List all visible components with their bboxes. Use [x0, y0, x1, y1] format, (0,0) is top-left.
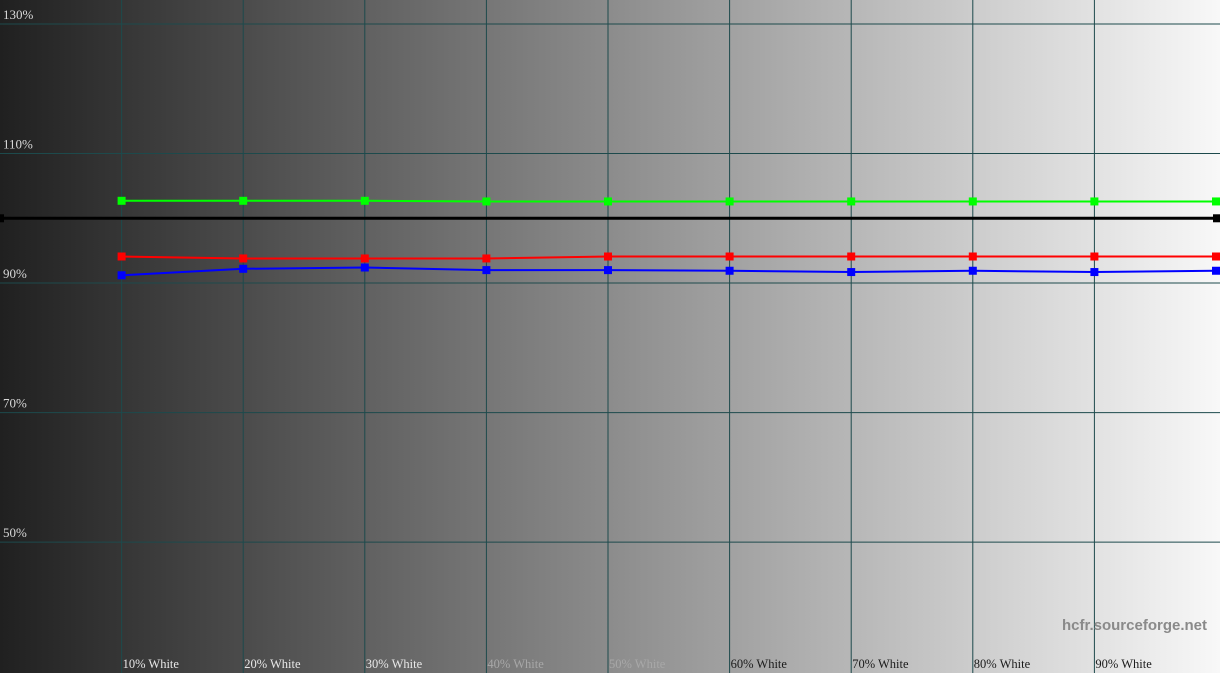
x-tick-label: 70% White: [852, 657, 909, 671]
data-point: [604, 197, 612, 206]
x-tick-label: 50% White: [609, 657, 666, 671]
data-point: [968, 266, 977, 275]
data-point: [1090, 268, 1099, 277]
data-point: [725, 266, 734, 275]
data-point: [1212, 252, 1220, 261]
series-line: [121, 266, 1217, 277]
data-point: [239, 264, 248, 273]
data-point: [847, 197, 856, 206]
y-tick-label: 110%: [3, 137, 33, 152]
data-point: [117, 271, 126, 280]
x-tick-label: 80% White: [974, 657, 1031, 671]
data-point: [847, 268, 856, 277]
y-tick-label: 90%: [3, 266, 27, 281]
x-tick-label: 20% White: [244, 657, 301, 671]
data-point: [117, 196, 126, 205]
data-point: [360, 254, 369, 263]
data-point: [847, 252, 856, 261]
series-line: [121, 255, 1216, 260]
data-point: [360, 263, 369, 272]
data-point: [968, 252, 977, 261]
x-tick-label: 40% White: [487, 657, 544, 671]
data-point: [1090, 197, 1099, 206]
data-point: [482, 197, 491, 206]
data-point: [360, 196, 369, 205]
data-point: [482, 254, 491, 263]
series-line: [121, 199, 1216, 203]
x-tick-label: 60% White: [731, 657, 788, 671]
reference-marker: [1213, 214, 1220, 223]
data-point: [725, 197, 734, 206]
y-tick-label: 130%: [3, 7, 34, 22]
watermark: hcfr.sourceforge.net: [1062, 617, 1207, 634]
x-tick-label: 10% White: [123, 657, 180, 671]
data-point: [239, 196, 248, 205]
data-point: [725, 252, 734, 261]
y-tick-label: 70%: [3, 396, 27, 411]
x-tick-label: 90% White: [1095, 657, 1152, 671]
data-point: [604, 266, 612, 275]
data-point: [1212, 266, 1220, 275]
reference-marker: [0, 214, 4, 223]
data-point: [239, 254, 248, 263]
y-tick-label: 50%: [3, 525, 27, 540]
x-tick-label: 30% White: [366, 657, 423, 671]
data-point: [117, 252, 126, 261]
data-point: [968, 197, 977, 206]
data-point: [604, 252, 612, 261]
data-point: [482, 266, 491, 275]
data-point: [1212, 197, 1220, 206]
data-point: [1090, 252, 1099, 261]
